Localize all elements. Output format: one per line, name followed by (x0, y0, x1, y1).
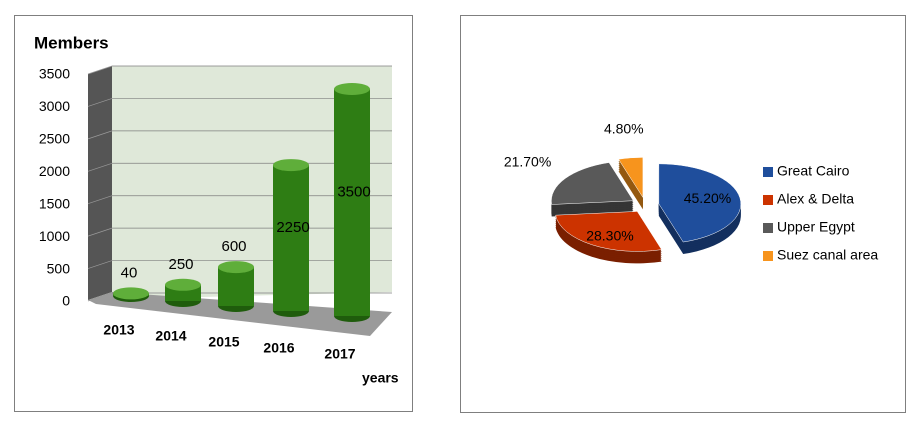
x-tick-label: 2017 (324, 346, 355, 362)
grid-line (87, 292, 113, 302)
y-tick-label: 1500 (39, 195, 70, 211)
grid-line (87, 65, 113, 75)
slice (555, 211, 663, 252)
grid-line (87, 98, 113, 107)
legend-label: Great Cairo (777, 163, 850, 179)
data-label: 21.70% (504, 154, 551, 170)
x-tick-label: 2015 (208, 334, 239, 350)
legend-label: Alex & Delta (777, 191, 854, 207)
bar-top (113, 287, 149, 300)
y-tick-label: 2500 (39, 131, 70, 147)
grid-line (87, 227, 113, 237)
data-label: 250 (168, 256, 193, 273)
grid-line (87, 162, 113, 172)
x-tick-label: 2013 (103, 322, 134, 338)
grid-line (87, 260, 113, 269)
y-tick-label: 2000 (39, 163, 70, 179)
bar (334, 89, 370, 316)
floor (88, 292, 392, 336)
x-tick-label: 2014 (155, 328, 186, 344)
x-tick-label: 2016 (263, 340, 294, 356)
bar (218, 267, 254, 306)
y-tick-label: 500 (47, 260, 71, 276)
bar (273, 165, 309, 311)
slice (551, 162, 634, 205)
legend-label: Upper Egypt (777, 219, 855, 235)
data-label: 40 (121, 264, 138, 281)
legend-label: Suez canal area (777, 247, 878, 263)
data-label: 2250 (276, 219, 309, 236)
y-tick-label: 1000 (39, 228, 70, 244)
side-wall (88, 66, 112, 300)
data-label: 28.30% (586, 227, 633, 243)
bar-top (273, 159, 309, 172)
back-wall (88, 66, 392, 300)
bar-top (218, 261, 254, 274)
slice (618, 157, 644, 199)
grid-line (87, 130, 113, 140)
data-label: 600 (221, 238, 246, 255)
chart-title: Members (34, 33, 109, 52)
y-tick-label: 0 (62, 293, 70, 309)
y-tick-label: 3000 (39, 98, 70, 114)
legend-swatch (763, 167, 773, 177)
data-label: 3500 (337, 183, 370, 200)
grid-line (87, 195, 113, 205)
y-tick-label: 3500 (39, 66, 70, 82)
x-axis-title: years (362, 370, 399, 386)
bar-top (334, 83, 370, 95)
data-label: 45.20% (684, 190, 731, 206)
data-label: 4.80% (604, 121, 644, 137)
slice (658, 163, 742, 243)
legend-swatch (763, 195, 773, 205)
legend-swatch (763, 251, 773, 261)
bar-top (165, 278, 201, 291)
legend-swatch (763, 223, 773, 233)
